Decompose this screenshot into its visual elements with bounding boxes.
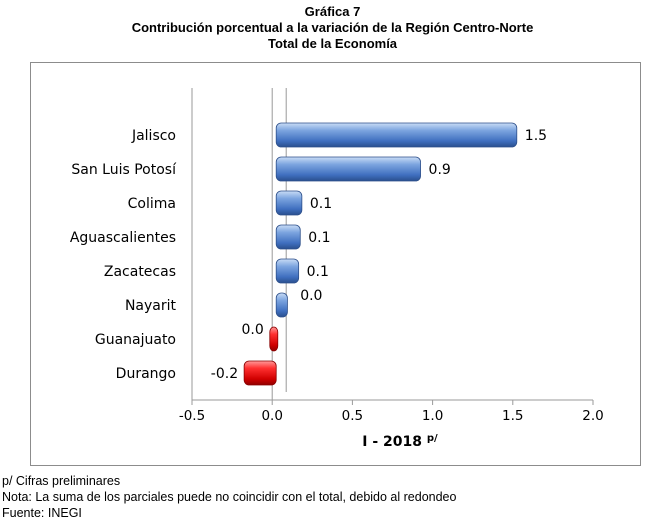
data-label: 0.0: [242, 322, 264, 338]
chart-title: Contribución porcentual a la variación d…: [131, 20, 534, 35]
x-tick-label: 2.0: [582, 408, 603, 424]
note-rounding: Nota: La suma de los parciales puede no …: [2, 490, 457, 504]
x-tick-label: 0.0: [261, 408, 282, 424]
bar: [275, 292, 288, 318]
bar: [275, 156, 421, 182]
category-label: San Luis Potosí: [71, 162, 177, 178]
bar: [275, 224, 301, 250]
category-label: Jalisco: [131, 128, 176, 144]
data-label: 1.5: [525, 128, 547, 144]
data-label: -0.2: [211, 366, 238, 382]
data-label: 0.1: [308, 230, 330, 246]
category-label: Durango: [116, 366, 176, 382]
x-tick-label: 1.5: [502, 408, 523, 424]
bar: [269, 326, 279, 352]
note-source: Fuente: INEGI: [2, 506, 82, 520]
category-label: Colima: [128, 196, 176, 212]
chart-subtitle: Total de la Economía: [267, 36, 398, 51]
x-axis-title-text: I - 2018: [362, 434, 427, 450]
bar: [243, 360, 277, 386]
x-tick-label: -0.5: [179, 408, 205, 424]
bar: [275, 190, 303, 216]
category-label: Nayarit: [125, 298, 177, 314]
bar: [275, 122, 518, 148]
x-tick-label: 0.5: [342, 408, 363, 424]
category-label: Guanajuato: [95, 332, 176, 348]
category-label: Zacatecas: [104, 264, 176, 280]
x-axis-title: I - 2018 p/: [362, 433, 438, 450]
x-axis-title-suffix: p/: [427, 433, 438, 444]
data-label: 0.1: [310, 196, 332, 212]
x-tick-label: 1.0: [422, 408, 443, 424]
category-label: Aguascalientes: [70, 230, 176, 246]
footnotes: p/ Cifras preliminares Nota: La suma de …: [2, 473, 456, 521]
bar: [275, 258, 300, 284]
data-label: 0.9: [429, 162, 451, 178]
note-preliminary: p/ Cifras preliminares: [2, 474, 121, 488]
chart-titles: Gráfica 7 Contribución porcentual a la v…: [0, 4, 665, 52]
data-label: 0.1: [307, 264, 329, 280]
chart-label: Gráfica 7: [304, 4, 361, 19]
data-label: 0.0: [300, 288, 322, 304]
